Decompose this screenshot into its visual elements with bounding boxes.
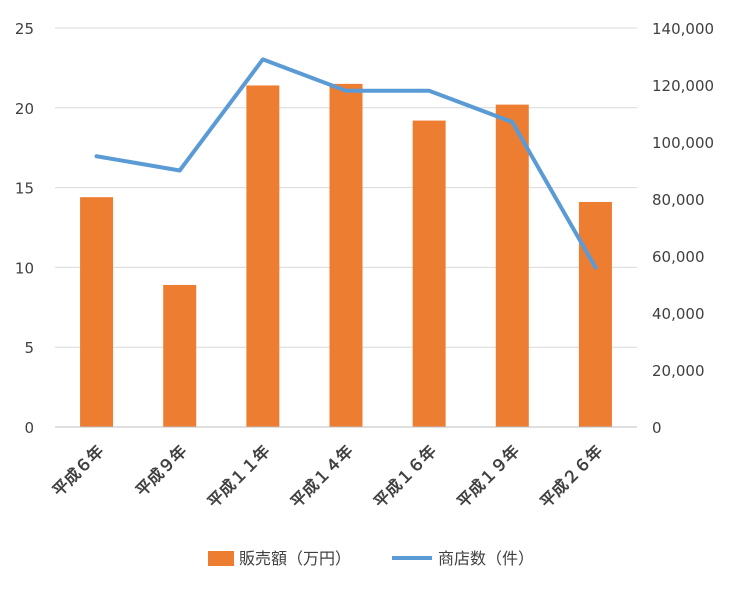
bar [413,121,446,427]
right-tick-label: 0 [652,419,662,437]
left-y-axis: 0 5 10 15 20 25 [15,20,34,437]
bar [246,85,279,427]
right-tick-label: 80,000 [652,191,705,209]
category-label: 平成９年 [132,441,191,500]
bar-series [80,84,612,427]
bar [330,84,363,427]
legend-bar-label: 販売額（万円） [239,549,351,568]
bar [579,202,612,427]
right-tick-label: 20,000 [652,362,705,380]
bar [163,285,196,427]
right-tick-label: 60,000 [652,248,705,266]
x-axis: 平成６年平成９年平成１１年平成１４年平成１６年平成１９年平成２６年 [49,427,637,511]
category-label: 平成６年 [49,441,108,500]
right-tick-label: 40,000 [652,305,705,323]
left-tick-label: 5 [24,339,34,357]
left-tick-label: 10 [15,259,34,277]
legend-line-label: 商店数（件） [438,549,534,568]
right-tick-label: 120,000 [652,77,714,95]
left-tick-label: 15 [15,180,34,198]
category-label: 平成１６年 [370,441,440,511]
bar [80,197,113,427]
bar [496,105,529,427]
left-tick-label: 0 [24,419,34,437]
left-tick-label: 20 [15,100,34,118]
left-tick-label: 25 [15,20,34,38]
legend-bar-swatch [208,551,234,566]
category-label: 平成１４年 [287,441,357,511]
category-label: 平成１１年 [204,441,274,511]
category-label: 平成１９年 [453,441,523,511]
right-tick-label: 100,000 [652,134,714,152]
right-y-axis: 0 20,000 40,000 60,000 80,000 100,000 120,000 1… [652,20,714,437]
legend: 販売額（万円） 商店数（件） [208,549,534,568]
category-label: 平成２６年 [536,441,606,511]
right-tick-label: 140,000 [652,20,714,38]
